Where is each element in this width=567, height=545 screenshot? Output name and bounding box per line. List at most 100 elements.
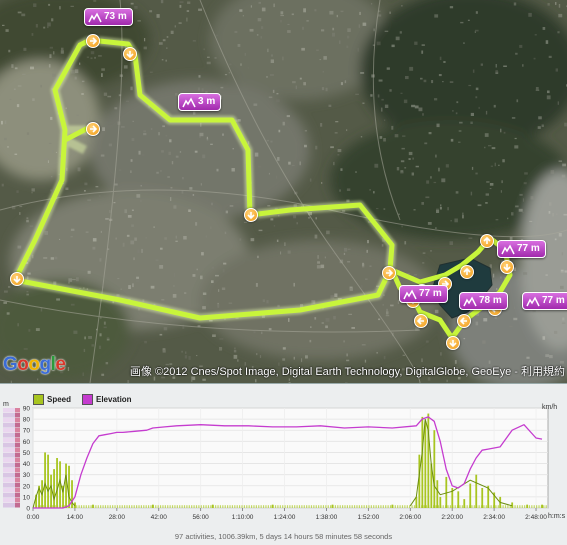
- speed-bar: [388, 505, 389, 508]
- elevation-badge[interactable]: 77 m: [399, 285, 448, 303]
- speed-bar: [287, 505, 288, 508]
- left-scale-block: [3, 473, 15, 478]
- left-scale-block: [15, 463, 20, 468]
- speed-bar: [399, 505, 400, 508]
- left-scale-block: [15, 438, 20, 443]
- speed-bar: [280, 505, 281, 508]
- speed-bar: [371, 505, 372, 508]
- direction-arrow-icon[interactable]: [480, 234, 494, 248]
- x-tick-label: 1:10:00: [232, 514, 254, 521]
- direction-arrow-icon[interactable]: [86, 34, 100, 48]
- speed-bar: [514, 505, 515, 508]
- elevation-badge[interactable]: 77 m: [522, 292, 567, 310]
- speed-bar: [507, 505, 508, 508]
- x-tick-label: 1:52:00: [358, 514, 380, 521]
- direction-arrow-icon[interactable]: [414, 314, 428, 328]
- speed-bar: [534, 505, 535, 508]
- speed-bar: [380, 505, 381, 508]
- left-scale-block: [3, 408, 15, 413]
- speed-swatch: [33, 394, 44, 405]
- direction-arrow-icon[interactable]: [446, 336, 460, 350]
- satellite-map[interactable]: 73 m 3 m 77 m 78 m 77 m 77 m Google 画像 ©…: [0, 0, 567, 383]
- speed-bar: [217, 505, 218, 508]
- direction-arrow-icon[interactable]: [86, 122, 100, 136]
- speed-bar: [505, 505, 506, 508]
- x-tick-label: 0:00: [27, 514, 40, 521]
- direction-arrow-icon[interactable]: [457, 314, 471, 328]
- x-tick-label: 1:38:00: [316, 514, 338, 521]
- speed-bar: [450, 505, 451, 508]
- speed-bar: [395, 505, 396, 508]
- speed-bar: [469, 484, 471, 508]
- speed-bar: [237, 505, 238, 508]
- speed-bar: [411, 505, 412, 508]
- left-scale-block: [3, 483, 15, 488]
- elevation-badge[interactable]: 77 m: [497, 240, 546, 258]
- legend-elevation[interactable]: Elevation: [82, 394, 132, 405]
- direction-arrow-icon[interactable]: [500, 260, 514, 274]
- legend-elevation-label: Elevation: [96, 395, 132, 404]
- speed-bar: [232, 505, 233, 508]
- left-scale-block: [3, 488, 15, 493]
- direction-arrow-icon[interactable]: [460, 265, 474, 279]
- speed-bar: [155, 505, 156, 508]
- speed-bar: [323, 505, 324, 508]
- x-tick-label: 1:24:00: [274, 514, 296, 521]
- speed-bar: [296, 505, 297, 508]
- speed-bar: [524, 505, 525, 508]
- y-tick-label: 40: [23, 461, 31, 468]
- speed-bar: [349, 505, 350, 508]
- speed-bar: [531, 505, 532, 508]
- speed-bar: [167, 505, 168, 508]
- legend-speed[interactable]: Speed: [33, 394, 71, 405]
- speed-bar: [193, 505, 194, 508]
- speed-bar: [172, 505, 173, 508]
- left-scale-block: [15, 458, 20, 463]
- speed-bar: [182, 505, 183, 508]
- direction-arrow-icon[interactable]: [123, 47, 137, 61]
- direction-arrow-icon[interactable]: [10, 272, 24, 286]
- direction-arrow-icon[interactable]: [244, 208, 258, 222]
- y-tick-label: 70: [23, 428, 31, 435]
- speed-bar: [189, 505, 190, 508]
- elevation-badge-label: 77 m: [542, 293, 565, 309]
- left-scale-block: [3, 418, 15, 423]
- speed-bar: [126, 505, 127, 508]
- speed-bar: [143, 505, 144, 508]
- speed-bar: [129, 505, 130, 508]
- left-scale-block: [15, 478, 20, 483]
- google-logo[interactable]: Google: [3, 354, 65, 376]
- elevation-peak-icon: [403, 289, 417, 300]
- speed-bar: [311, 505, 312, 508]
- speed-bar: [186, 505, 187, 508]
- speed-bar: [462, 505, 463, 508]
- speed-bar: [265, 505, 266, 508]
- map-attribution[interactable]: 画像 ©2012 Cnes/Spot Image, Digital Earth …: [100, 363, 565, 379]
- speed-bar: [366, 505, 367, 508]
- speed-bar: [258, 505, 259, 508]
- speed-bar: [205, 505, 206, 508]
- speed-bar: [392, 505, 394, 508]
- speed-bar: [150, 505, 151, 508]
- left-scale-block: [3, 423, 15, 428]
- speed-bar: [459, 505, 460, 508]
- speed-bar: [289, 505, 290, 508]
- speed-bar: [404, 505, 405, 508]
- left-scale-block: [15, 408, 20, 413]
- elevation-badge[interactable]: 78 m: [459, 292, 508, 310]
- left-scale-block: [3, 463, 15, 468]
- speed-bar: [165, 505, 166, 508]
- elevation-badge-label: 77 m: [419, 286, 442, 302]
- speed-bar: [65, 464, 67, 508]
- map-canvas[interactable]: [0, 0, 567, 383]
- elevation-badge[interactable]: 3 m: [178, 93, 221, 111]
- speed-bar: [313, 505, 314, 508]
- direction-arrow-icon[interactable]: [382, 266, 396, 280]
- elevation-badge-label: 78 m: [479, 293, 502, 309]
- speed-bar: [208, 505, 209, 508]
- x-tick-label: 14:00: [67, 514, 84, 521]
- elevation-badge[interactable]: 73 m: [84, 8, 133, 26]
- speed-bar: [292, 505, 293, 508]
- speed-bar: [148, 505, 149, 508]
